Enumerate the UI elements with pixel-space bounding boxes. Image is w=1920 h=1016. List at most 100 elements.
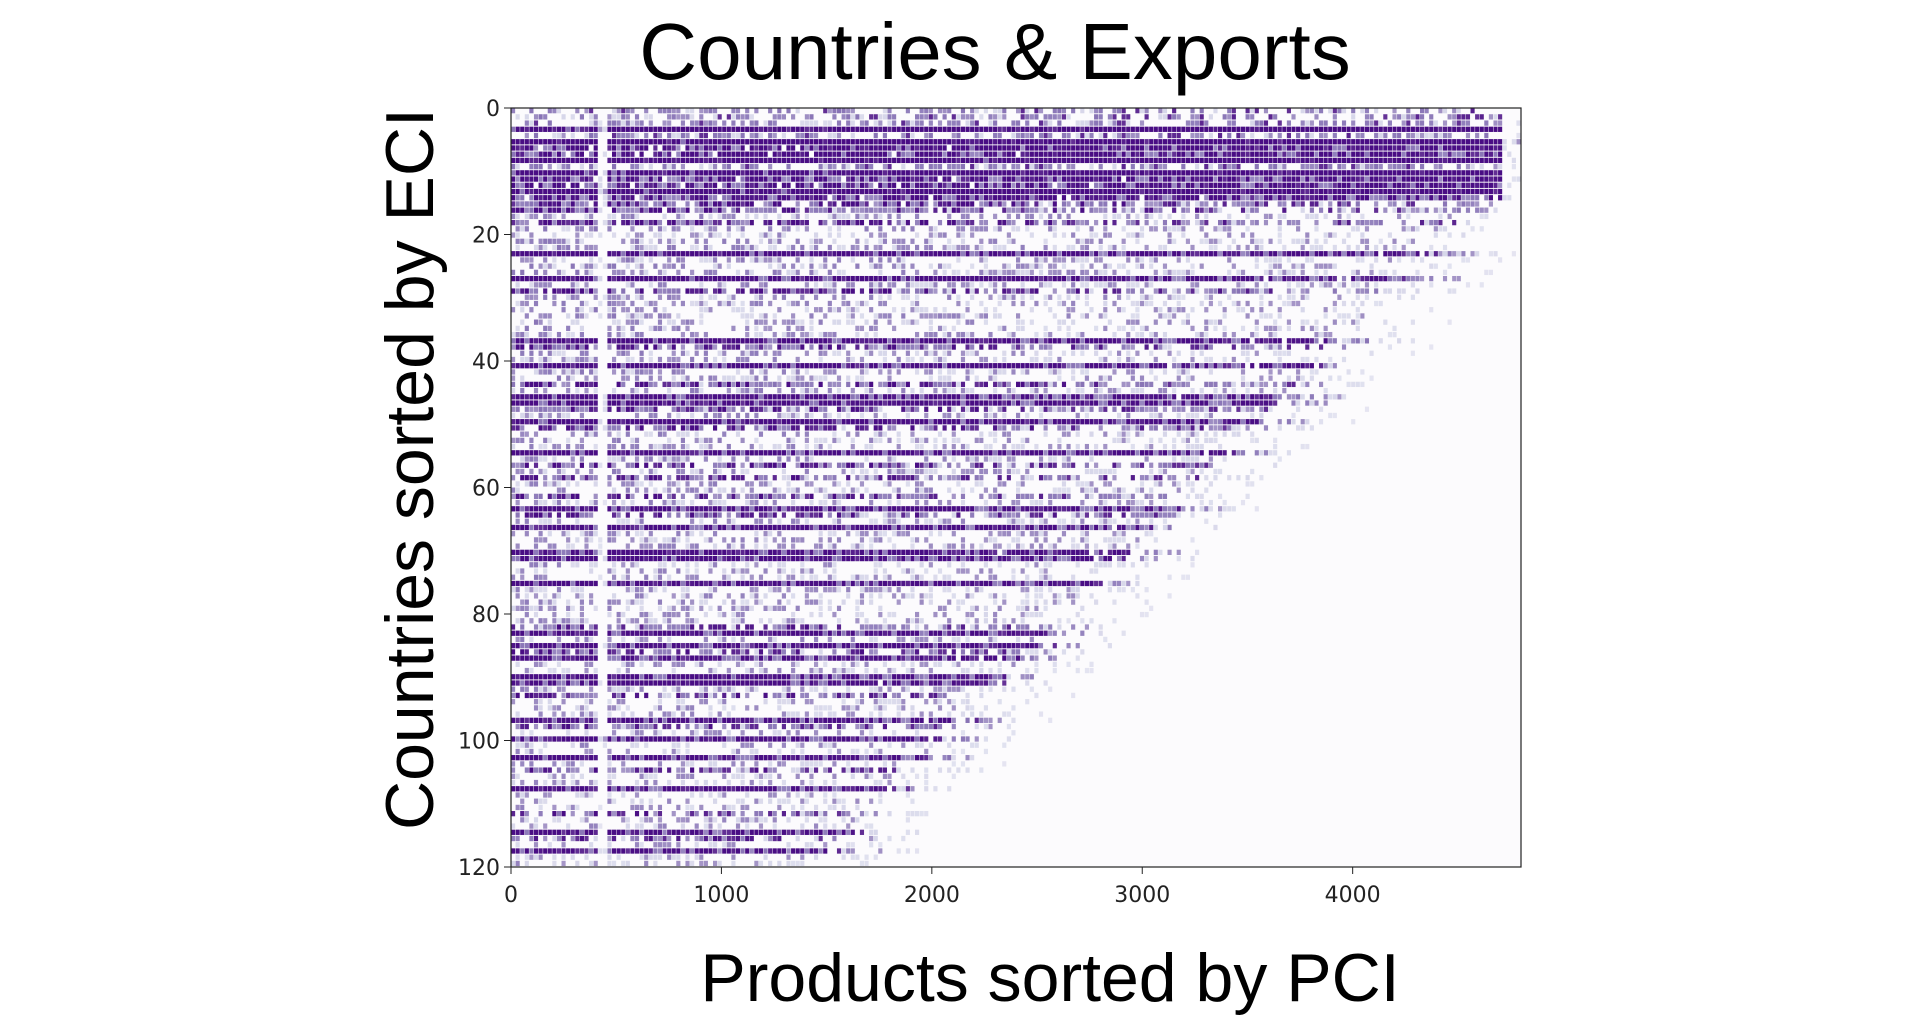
heatmap-cell [1144, 195, 1149, 201]
heatmap-cell [915, 294, 920, 300]
heatmap-cell [786, 319, 791, 325]
heatmap-cell [1222, 170, 1227, 176]
heatmap-cell [937, 170, 943, 176]
heatmap-cell [1291, 114, 1296, 120]
heatmap-cell [1061, 300, 1067, 307]
heatmap-cell [1401, 114, 1406, 120]
heatmap-cell [1218, 139, 1223, 145]
heatmap-cell [722, 132, 727, 139]
heatmap-cell [1176, 170, 1181, 176]
heatmap-cell [566, 294, 571, 300]
heatmap-cell [699, 126, 704, 132]
heatmap-cell [1167, 170, 1172, 176]
heatmap-cell [924, 139, 929, 145]
heatmap-cell [1470, 170, 1475, 176]
heatmap-cell [648, 238, 653, 244]
heatmap-cell [1378, 300, 1383, 307]
heatmap-cell [1227, 294, 1232, 300]
heatmap-cell [1493, 157, 1498, 164]
heatmap-cell [979, 176, 984, 182]
heatmap-cell [717, 282, 722, 288]
heatmap-cell [1103, 219, 1108, 226]
heatmap-cell [644, 195, 649, 201]
heatmap-cell [1204, 139, 1209, 145]
heatmap-cell [772, 132, 777, 139]
heatmap-cell [533, 269, 539, 276]
heatmap-cell [777, 232, 782, 238]
heatmap-cell [896, 126, 901, 132]
heatmap-cell [905, 219, 910, 226]
heatmap-cell [1332, 275, 1337, 282]
heatmap-cell [703, 219, 708, 226]
heatmap-cell [859, 300, 865, 307]
heatmap-cell [1208, 294, 1213, 300]
heatmap-cell [511, 232, 516, 238]
heatmap-cell [1300, 126, 1305, 132]
heatmap-cell [1438, 163, 1443, 170]
heatmap-cell [1011, 157, 1016, 164]
heatmap-cell [533, 300, 539, 307]
heatmap-cell [1291, 275, 1296, 282]
heatmap-cell [988, 163, 993, 170]
heatmap-cell [1484, 132, 1489, 139]
heatmap-cell [529, 157, 534, 164]
heatmap-cell [965, 195, 970, 201]
heatmap-cell [1410, 163, 1415, 170]
heatmap-cell [561, 157, 566, 164]
heatmap-cell [937, 139, 943, 145]
heatmap-cell [1135, 251, 1140, 257]
heatmap-cell [1158, 163, 1163, 170]
heatmap-cell [621, 170, 626, 176]
heatmap-cell [915, 120, 920, 126]
heatmap-cell [1190, 176, 1195, 182]
heatmap-cell [1305, 257, 1310, 263]
heatmap-cell [556, 195, 562, 201]
heatmap-cell [612, 188, 617, 195]
heatmap-cell [896, 238, 901, 244]
heatmap-cell [1043, 188, 1048, 195]
heatmap-cell [924, 282, 929, 288]
heatmap-cell [814, 145, 819, 151]
heatmap-cell [804, 207, 809, 213]
heatmap-cell [1061, 263, 1067, 269]
heatmap-cell [754, 108, 759, 114]
heatmap-cell [1034, 157, 1039, 164]
heatmap-cell [749, 195, 754, 201]
heatmap-cell [1149, 126, 1154, 132]
heatmap-cell [754, 145, 759, 151]
heatmap-cell [855, 176, 860, 182]
heatmap-cell [1291, 182, 1296, 188]
heatmap-cell [864, 151, 869, 157]
heatmap-cell [1094, 188, 1099, 195]
heatmap-cell [997, 219, 1002, 226]
heatmap-cell [763, 182, 768, 188]
heatmap-cell [1300, 188, 1305, 195]
heatmap-cell [1029, 176, 1034, 182]
heatmap-cell [1130, 275, 1135, 282]
heatmap-cell [924, 219, 929, 226]
heatmap-cell [717, 201, 722, 207]
heatmap-cell [786, 170, 791, 176]
heatmap-cell [1135, 132, 1140, 139]
heatmap-cell [827, 157, 832, 164]
heatmap-cell [579, 163, 584, 170]
heatmap-cell [1240, 126, 1246, 132]
heatmap-cell [639, 145, 644, 151]
heatmap-cell [1185, 120, 1190, 126]
heatmap-cell [1433, 132, 1438, 139]
heatmap-cell [657, 157, 663, 164]
heatmap-cell [937, 120, 943, 126]
heatmap-cell [1250, 139, 1255, 145]
heatmap-cell [997, 269, 1002, 276]
heatmap-cell [965, 219, 970, 226]
heatmap-cell [1066, 307, 1071, 313]
heatmap-cell [804, 288, 809, 294]
heatmap-cell [878, 201, 883, 207]
heatmap-cell [814, 288, 819, 294]
heatmap-cell [625, 257, 630, 263]
heatmap-cell [630, 213, 635, 220]
heatmap-cell [653, 157, 658, 164]
heatmap-cell [1309, 201, 1314, 207]
heatmap-cell [671, 108, 676, 114]
heatmap-cell [791, 213, 796, 220]
